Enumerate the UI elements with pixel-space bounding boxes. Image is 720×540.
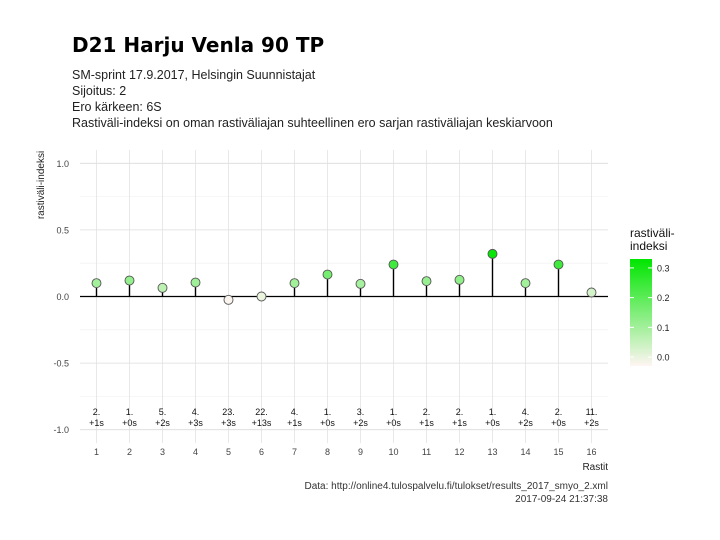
lollipop-point: [223, 294, 234, 305]
leg-diff-label: +2s: [353, 418, 368, 428]
x-tick-label: 6: [259, 447, 264, 457]
leg-rank-label: 4.: [522, 407, 530, 417]
leg-rank-label: 1.: [390, 407, 398, 417]
grid: [80, 150, 608, 443]
leg-diff-label: +13s: [252, 418, 272, 428]
x-axis-label: Rastit: [582, 462, 608, 473]
leg-diff-label: +0s: [386, 418, 401, 428]
leg-rank-label: 5.: [159, 407, 167, 417]
colorbar-tick-label: 0.1: [657, 323, 670, 333]
x-tick-label: 2: [127, 447, 132, 457]
subtitle-line-1: SM-sprint 17.9.2017, Helsingin Suunnista…: [72, 68, 316, 82]
lollipop-point: [256, 291, 267, 302]
y-tick-label: 0.0: [56, 292, 69, 302]
x-tick-label: 16: [586, 447, 596, 457]
leg-diff-label: +0s: [485, 418, 500, 428]
x-tick-label: 7: [292, 447, 297, 457]
leg-diff-label: +1s: [287, 418, 302, 428]
leg-diff-label: +2s: [584, 418, 599, 428]
leg-rank-label: 3.: [357, 407, 365, 417]
y-tick-label: -0.5: [53, 359, 69, 369]
leg-diff-label: +0s: [551, 418, 566, 428]
lollipop-point: [421, 276, 432, 287]
colorbar-tick-label: 0.0: [657, 353, 670, 363]
lollipop-point: [190, 277, 201, 288]
lollipop-point: [355, 278, 366, 289]
x-tick-label: 1: [94, 447, 99, 457]
y-axis-label: rastiväli-indeksi: [36, 151, 47, 219]
x-tick-label: 12: [454, 447, 464, 457]
colorbar-legend: 0.3 0.2 0.1 0.0: [630, 259, 670, 366]
chart-title: D21 Harju Venla 90 TP: [72, 33, 325, 57]
leg-rank-label: 1.: [324, 407, 332, 417]
colorbar: [630, 259, 652, 366]
x-axis: 1 2 3 4 5 6 7 8 9 10 11 12 13 14 15 16: [94, 447, 597, 457]
subtitle-line-4: Rastiväli-indeksi on oman rastiväliajan …: [72, 116, 553, 130]
leg-diff-label: +2s: [518, 418, 533, 428]
colorbar-tick-label: 0.3: [657, 263, 670, 273]
leg-rank-label: 2.: [456, 407, 464, 417]
leg-rank-label: 11.: [586, 407, 598, 417]
leg-rank-label: 2.: [555, 407, 563, 417]
leg-diff-label: +3s: [188, 418, 203, 428]
caption-timestamp: 2017-09-24 21:37:38: [515, 494, 608, 505]
x-tick-label: 3: [160, 447, 165, 457]
x-tick-label: 10: [388, 447, 398, 457]
lollipop-point: [388, 259, 399, 270]
leg-annotations: 2.+1s1.+0s5.+2s4.+3s23.+3s22.+13s4.+1s1.…: [89, 407, 599, 428]
leg-rank-label: 2.: [93, 407, 101, 417]
leg-diff-label: +1s: [419, 418, 434, 428]
lollipop-point: [124, 275, 135, 286]
lollipop-point: [553, 259, 564, 270]
subtitle-line-2: Sijoitus: 2: [72, 84, 127, 98]
y-axis: 1.0 0.5 0.0 -0.5 -1.0: [53, 159, 69, 435]
x-tick-label: 4: [193, 447, 198, 457]
y-tick-label: 1.0: [56, 159, 69, 169]
leg-rank-label: 4.: [291, 407, 299, 417]
lollipop-point: [322, 269, 333, 280]
leg-diff-label: +1s: [89, 418, 104, 428]
lollipop-point: [487, 248, 498, 259]
leg-diff-label: +3s: [221, 418, 236, 428]
leg-rank-label: 1.: [126, 407, 134, 417]
x-tick-label: 9: [358, 447, 363, 457]
x-tick-label: 5: [226, 447, 231, 457]
y-tick-label: 0.5: [56, 225, 69, 235]
lollipop-point: [586, 287, 597, 298]
lollipop-point: [289, 278, 300, 289]
leg-diff-label: +2s: [155, 418, 170, 428]
leg-diff-label: +0s: [320, 418, 335, 428]
lollipop-point: [520, 278, 531, 289]
subtitle-line-3: Ero kärkeen: 6S: [72, 100, 162, 114]
leg-diff-label: +1s: [452, 418, 467, 428]
y-tick-label: -1.0: [53, 425, 69, 435]
leg-diff-label: +0s: [122, 418, 137, 428]
leg-rank-label: 22.: [255, 407, 268, 417]
caption-source: Data: http://online4.tulospalvelu.fi/tul…: [304, 481, 608, 492]
legend-title: rastiväli- indeksi: [630, 226, 675, 253]
x-tick-label: 15: [553, 447, 563, 457]
x-tick-label: 11: [422, 447, 431, 457]
colorbar-tick-label: 0.2: [657, 293, 670, 303]
lollipop-point: [454, 274, 465, 285]
x-tick-label: 14: [520, 447, 530, 457]
data-marks: [91, 248, 597, 305]
x-tick-label: 8: [325, 447, 330, 457]
leg-rank-label: 4.: [192, 407, 200, 417]
lollipop-point: [91, 278, 102, 289]
x-tick-label: 13: [487, 447, 497, 457]
lollipop-point: [157, 282, 168, 293]
leg-rank-label: 2.: [423, 407, 431, 417]
leg-rank-label: 23.: [222, 407, 235, 417]
leg-rank-label: 1.: [489, 407, 497, 417]
